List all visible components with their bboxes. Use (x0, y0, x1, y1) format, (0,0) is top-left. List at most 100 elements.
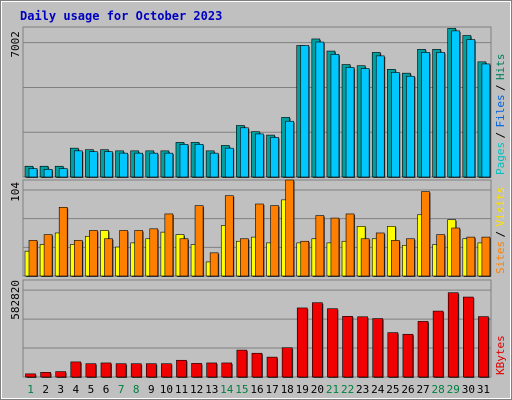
legend-kbytes: KBytes (494, 335, 507, 375)
bar-face (119, 230, 128, 277)
legend-hits: Hits (494, 54, 507, 81)
bar-sites (58, 207, 69, 277)
x-tick-label: 28 (432, 383, 445, 396)
bar-face (481, 236, 491, 277)
bar-face (315, 41, 325, 178)
legend-separator: / (494, 132, 507, 139)
bar-sites (285, 179, 295, 277)
bar-sites (224, 195, 235, 277)
x-tick-label: 25 (386, 383, 399, 396)
bar-kbytes (206, 362, 218, 378)
bar-face (179, 144, 189, 178)
bar-kbytes (236, 349, 248, 378)
bar-sites (149, 228, 159, 277)
bar-sites (119, 230, 129, 277)
x-tick-label: 7 (118, 383, 125, 396)
x-tick-label: 1 (27, 383, 34, 396)
bar-sites (89, 230, 99, 277)
bar-face (312, 302, 323, 378)
bar-kbytes (115, 363, 128, 378)
bar-face (406, 238, 415, 277)
bar-files (164, 152, 174, 178)
bar-face (270, 137, 279, 178)
bar-face (236, 349, 248, 378)
bar-files (149, 152, 159, 178)
bar-face (447, 292, 459, 378)
bar-face (191, 363, 202, 378)
bar-face (463, 296, 474, 378)
bar-files (330, 54, 340, 179)
bar-face (300, 45, 310, 178)
bar-kbytes (402, 333, 414, 378)
bar-files (43, 169, 54, 178)
bar-sites (240, 238, 250, 277)
bar-sites (451, 227, 461, 277)
bar-face (451, 30, 461, 178)
bar-sites (330, 217, 340, 277)
bar-face (206, 362, 217, 378)
bar-sites (28, 240, 38, 277)
bar-face (209, 152, 219, 178)
bar-kbytes (447, 292, 460, 378)
panel-1: 7002 Pages / Files / Hits (9, 26, 507, 179)
x-tick-label: 23 (356, 383, 369, 396)
bar-face (73, 240, 83, 277)
x-tick-label: 4 (73, 383, 80, 396)
bar-files (194, 144, 205, 178)
bar-face (327, 308, 338, 378)
x-tick-label: 5 (88, 383, 95, 396)
panel-3: 582820 KBytes (9, 279, 507, 378)
bar-files (391, 72, 401, 178)
bar-face (89, 151, 98, 178)
x-tick-label: 14 (220, 383, 234, 396)
x-tick-label: 15 (235, 383, 248, 396)
bar-face (375, 232, 385, 277)
bar-face (360, 238, 370, 277)
bar-sites (134, 230, 144, 277)
bar-face (134, 230, 143, 277)
bar-kbytes (387, 332, 399, 378)
chart-title: Daily usage for October 2023 (20, 9, 222, 23)
bar-sites (466, 236, 476, 277)
bar-face (357, 316, 368, 378)
bar-sites (375, 232, 386, 277)
bar-face (161, 363, 172, 378)
legend: KBytes (494, 335, 507, 375)
bar-face (285, 120, 294, 178)
bar-files (300, 45, 310, 179)
legend-sites: Sites (494, 241, 507, 274)
bar-kbytes (55, 371, 67, 378)
bar-face (481, 63, 491, 178)
bar-kbytes (161, 363, 173, 378)
x-tick-label: 9 (148, 383, 155, 396)
legend: Sites / Visits (494, 187, 507, 274)
bar-files (345, 67, 356, 178)
bar-files (134, 152, 144, 178)
bar-face (240, 238, 249, 277)
bar-face (240, 127, 249, 178)
x-tick-label: 30 (462, 383, 475, 396)
bar-kbytes (145, 363, 158, 378)
bar-sites (421, 191, 431, 277)
x-tick-label: 13 (205, 383, 218, 396)
bar-kbytes (176, 359, 188, 378)
x-tick-label: 2 (42, 383, 49, 396)
bar-face (58, 168, 68, 178)
bar-face (251, 352, 263, 378)
bar-face (70, 361, 82, 378)
bar-files (89, 151, 99, 178)
bar-kbytes (130, 363, 143, 378)
bar-kbytes (100, 362, 112, 378)
bar-face (40, 372, 51, 378)
bar-files (466, 39, 476, 178)
bar-face (402, 333, 414, 378)
bar-face (25, 373, 36, 378)
bar-kbytes (342, 316, 354, 378)
bar-face (345, 213, 355, 277)
bar-kbytes (372, 318, 384, 378)
legend-separator: / (494, 84, 507, 91)
bar-face (104, 151, 113, 178)
bar-kbytes (463, 296, 475, 378)
bar-kbytes (266, 356, 279, 378)
